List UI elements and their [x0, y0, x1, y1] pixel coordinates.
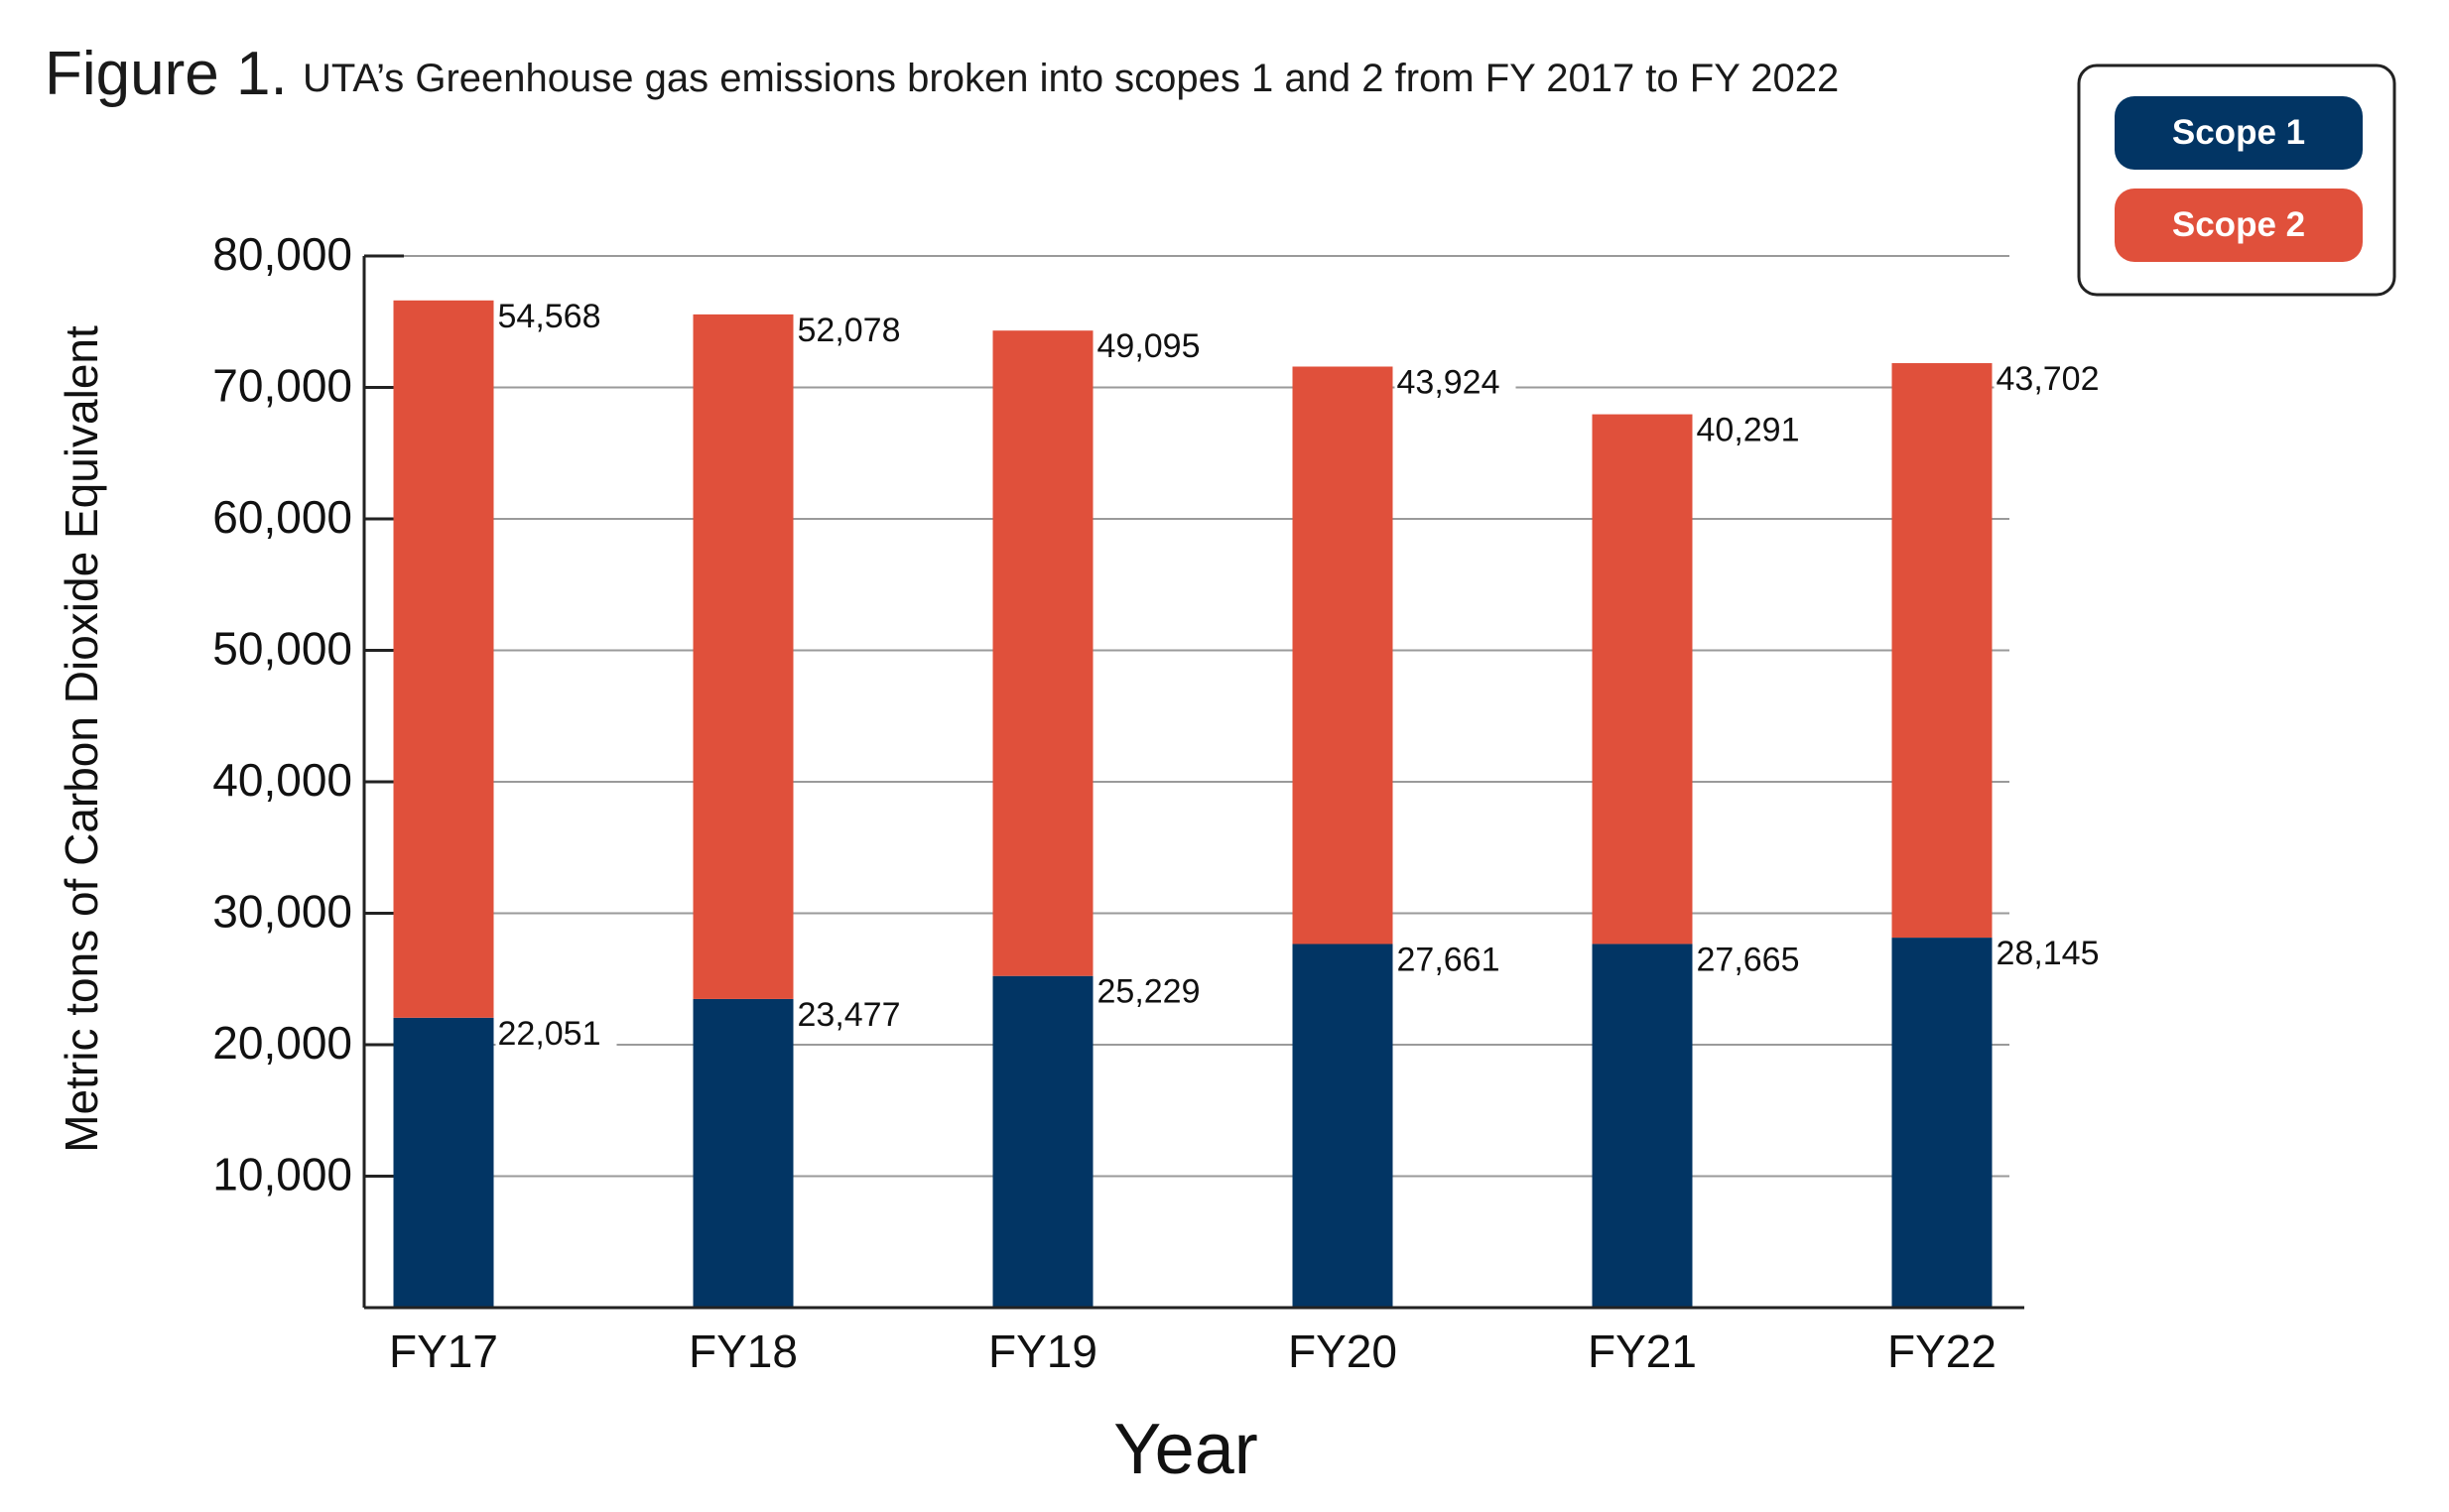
data-label-bg [795, 309, 917, 351]
bar-scope-2-fy22 [1891, 363, 1993, 939]
legend-swatch-scope-2 [2115, 189, 2363, 262]
data-label-scope-2-fy20: 43,924 [1397, 363, 1500, 401]
bar-scope-2-fy21 [1592, 414, 1693, 945]
bar-scope-2-fy20 [1292, 366, 1393, 945]
bar-scope-2-fy17 [393, 300, 494, 1018]
data-label-scope-1-fy22: 28,145 [1997, 935, 2100, 972]
bar-scope-1-fy20 [1292, 944, 1393, 1308]
data-label-bg [495, 295, 617, 337]
bars [393, 300, 1993, 1308]
bar-scope-2-fy18 [693, 314, 794, 999]
legend-label-scope-1: Scope 1 [2172, 113, 2305, 152]
bar-scope-1-fy21 [1592, 944, 1693, 1308]
y-tick-label: 50,000 [212, 623, 352, 675]
x-tick-label: FY19 [988, 1325, 1097, 1377]
x-axis-title: Year [1113, 1410, 1257, 1489]
data-label-bg [1095, 970, 1217, 1013]
data-label-bg [495, 1012, 617, 1055]
data-label-scope-2-fy17: 54,568 [498, 298, 601, 335]
data-label-bg [1394, 939, 1516, 981]
data-label-scope-2-fy22: 43,702 [1997, 360, 2100, 398]
legend: Scope 1 Scope 2 [2077, 63, 2396, 297]
y-axis-title: Metric tons of Carbon Dioxide Equivalent [56, 325, 107, 1153]
y-tick-label: 80,000 [212, 228, 352, 280]
y-tick-label: 70,000 [212, 360, 352, 412]
y-tick-label: 40,000 [212, 754, 352, 806]
data-label-bg [1694, 939, 1816, 981]
y-tick-label: 60,000 [212, 491, 352, 543]
bar-scope-1-fy18 [693, 998, 794, 1308]
legend-swatch-scope-1 [2115, 96, 2363, 170]
x-tick-label: FY20 [1288, 1325, 1397, 1377]
data-label-scope-1-fy19: 25,229 [1097, 973, 1201, 1011]
x-tick-labels: FY17 FY18 FY19 FY20 FY21 FY22 [389, 1325, 1997, 1377]
data-label-scope-2-fy18: 52,078 [798, 312, 901, 349]
data-label-bg [1694, 409, 1816, 451]
data-label-bg [795, 993, 917, 1036]
x-tick-label: FY18 [689, 1325, 798, 1377]
data-label-scope-1-fy17: 22,051 [498, 1015, 601, 1053]
bar-scope-1-fy17 [393, 1017, 494, 1308]
data-label-bg [1994, 358, 2116, 401]
x-tick-label: FY17 [389, 1325, 498, 1377]
bar-scope-2-fy19 [992, 330, 1094, 976]
data-label-bg [1095, 325, 1217, 368]
data-label-scope-2-fy19: 49,095 [1097, 327, 1201, 365]
data-label-scope-1-fy20: 27,661 [1397, 941, 1500, 978]
chart-title: UTA’s Greenhouse gas emissions broken in… [303, 57, 1839, 100]
data-label-bg [1394, 361, 1516, 404]
x-tick-label: FY21 [1588, 1325, 1697, 1377]
data-label-bg [1994, 933, 2116, 975]
data-labels: 22,051 54,568 23,477 52,078 25,229 49,095 27,6… [495, 295, 2116, 1055]
figure-label: Figure 1. [45, 40, 288, 108]
data-label-scope-1-fy18: 23,477 [798, 996, 901, 1034]
data-label-scope-1-fy21: 27,665 [1697, 941, 1800, 978]
y-tick-labels: 10,000 20,000 30,000 40,000 50,000 60,000 70,0… [212, 228, 352, 1200]
data-label-scope-2-fy21: 40,291 [1697, 412, 1800, 449]
y-tick-label: 10,000 [212, 1149, 352, 1200]
gridlines [364, 254, 2009, 1178]
legend-label-scope-2: Scope 2 [2172, 205, 2305, 244]
bar-scope-1-fy19 [992, 975, 1094, 1308]
x-tick-label: FY22 [1887, 1325, 1997, 1377]
y-tick-label: 30,000 [212, 886, 352, 938]
bar-scope-1-fy22 [1891, 938, 1993, 1308]
y-tick-label: 20,000 [212, 1017, 352, 1069]
